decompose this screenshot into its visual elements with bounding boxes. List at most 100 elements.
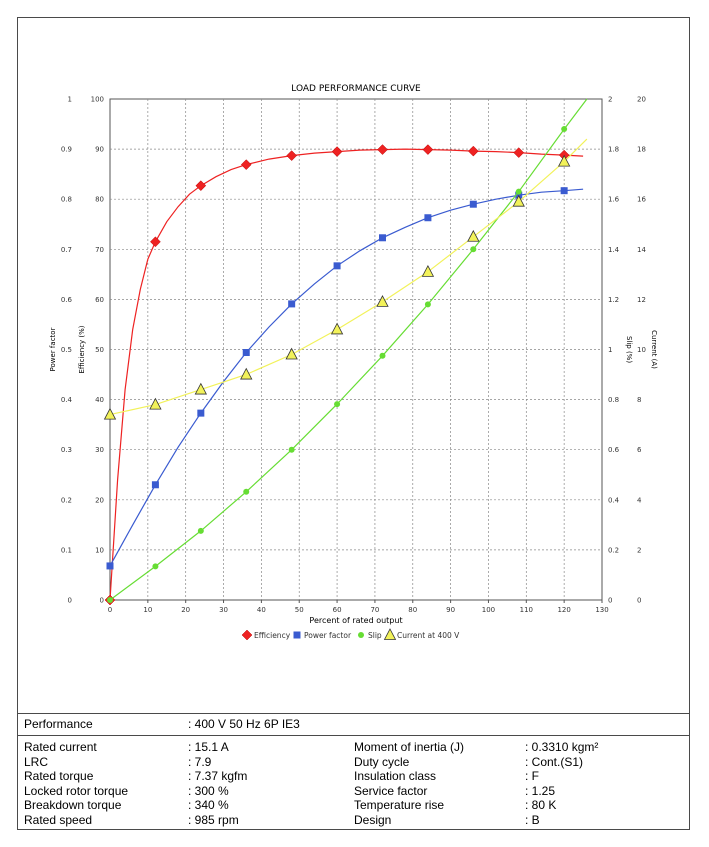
- spec-row: Rated torque : 7.37 kgfm: [24, 769, 344, 784]
- spec-label: Design: [354, 812, 392, 827]
- spec-value: : 80 K: [525, 798, 557, 813]
- slip-tick-label: 1.4: [608, 246, 620, 254]
- chart-title: LOAD PERFORMANCE CURVE: [291, 84, 421, 94]
- power-factor-point: [106, 562, 114, 570]
- spec-label: Duty cycle: [354, 754, 410, 769]
- spec-label: LRC: [24, 754, 49, 769]
- power-factor-tick-label: 1: [68, 96, 72, 104]
- power-factor-point: [288, 300, 296, 308]
- legend-slip-label: Slip: [368, 631, 382, 640]
- performance-value: : 400 V 50 Hz 6P IE3: [188, 717, 300, 731]
- power-factor-point: [560, 187, 568, 195]
- spec-column-right: Moment of inertia (J): 0.3310 kgm² Duty …: [354, 740, 684, 828]
- spec-value: : F: [525, 769, 539, 784]
- spec-value: : 985 rpm: [188, 812, 239, 827]
- current-at-400-v-point: [376, 295, 389, 307]
- spec-value: : 1.25: [525, 783, 556, 798]
- slip-tick-label: 0.6: [608, 446, 620, 454]
- x-tick-label: 110: [520, 606, 533, 614]
- current-tick-label: 18: [637, 146, 646, 154]
- slip-point: [470, 246, 477, 253]
- spec-value: : 15.1 A: [188, 740, 229, 754]
- legend-efficiency-marker: [241, 629, 253, 641]
- slip-point: [334, 401, 341, 408]
- efficiency-tick-label: 40: [95, 396, 104, 404]
- spec-label: Rated current: [24, 740, 97, 754]
- efficiency-tick-label: 90: [95, 146, 104, 154]
- efficiency-tick-label: 30: [95, 446, 104, 454]
- spec-label: Temperature rise: [354, 798, 445, 813]
- spec-label: Rated torque: [24, 769, 94, 784]
- datasheet-frame: [17, 17, 690, 830]
- power-factor-tick-label: 0.2: [61, 496, 72, 504]
- efficiency-point: [286, 150, 298, 161]
- x-tick-label: 30: [219, 606, 228, 614]
- current-at-400-v-point: [421, 264, 435, 277]
- spec-label: Service factor: [354, 783, 428, 798]
- slip-tick-label: 0.4: [608, 496, 620, 504]
- legend-power-factor-marker: [293, 631, 301, 639]
- efficiency-point: [240, 159, 252, 170]
- efficiency-tick-label: 80: [95, 196, 104, 204]
- spec-row: Rated speed : 985 rpm: [24, 813, 344, 828]
- slip-point: [515, 188, 522, 195]
- power-factor-point: [151, 481, 159, 489]
- current-tick-label: 14: [637, 246, 646, 254]
- spec-value: : 300 %: [188, 783, 229, 798]
- performance-row: Performance : 400 V 50 Hz 6P IE3: [17, 713, 690, 736]
- spec-row: Locked rotor torque : 300 %: [24, 784, 344, 799]
- current-at-400-v-curve: [109, 138, 588, 416]
- current-at-400-v-point: [240, 367, 253, 380]
- x-tick-label: 70: [370, 606, 379, 614]
- spec-label: Insulation class: [354, 769, 437, 784]
- slip-axis-title: Slip (%): [625, 336, 633, 363]
- slip-point: [152, 563, 159, 570]
- slip-point: [424, 301, 431, 308]
- power-factor-point: [469, 200, 477, 208]
- efficiency-tick-label: 60: [95, 296, 104, 304]
- spec-value: : 7.9: [188, 754, 212, 769]
- slip-point: [288, 446, 295, 453]
- efficiency-point: [422, 144, 434, 155]
- efficiency-curve: [109, 148, 584, 601]
- spec-row: Insulation class : F: [354, 769, 684, 784]
- current-tick-label: 12: [637, 296, 646, 304]
- current-tick-label: 16: [637, 196, 646, 204]
- spec-label: Locked rotor torque: [24, 783, 129, 798]
- x-axis-title: Percent of rated output: [309, 616, 402, 625]
- x-tick-label: 20: [181, 606, 190, 614]
- power-factor-tick-label: 0: [68, 597, 72, 605]
- current-at-400-v-point: [149, 397, 162, 410]
- slip-tick-label: 1.8: [608, 146, 619, 154]
- motor-info-table: Performance : 400 V 50 Hz 6P IE3 Rated c…: [17, 713, 690, 832]
- spec-row: Rated current : 15.1 A: [24, 740, 344, 755]
- power-factor-tick-label: 0.5: [61, 346, 72, 354]
- spec-value: : 7.37 kgfm: [188, 769, 248, 784]
- power-factor-tick-label: 0.3: [61, 446, 72, 454]
- spec-row: Breakdown torque: 340 %: [24, 798, 344, 813]
- spec-label: Rated speed: [24, 812, 93, 827]
- power-factor-tick-label: 0.8: [61, 196, 72, 204]
- slip-tick-label: 0.2: [608, 546, 619, 554]
- slip-point: [197, 527, 204, 534]
- spec-row: Service factor : 1.25: [354, 784, 684, 799]
- legend-power-factor-label: Power factor: [304, 631, 352, 640]
- spec-row: Design: B: [354, 813, 684, 828]
- current-tick-label: 0: [637, 597, 641, 605]
- current-at-400-v-point: [330, 322, 344, 335]
- slip-tick-label: 1.6: [608, 196, 620, 204]
- current-at-400-v-point: [467, 229, 480, 242]
- x-tick-label: 80: [408, 606, 417, 614]
- x-tick-label: 50: [295, 606, 304, 614]
- power-factor-point: [378, 234, 386, 242]
- efficiency-tick-label: 50: [95, 346, 104, 354]
- spec-value: : 340 %: [188, 798, 229, 813]
- slip-curve: [109, 98, 588, 601]
- slip-point: [107, 597, 113, 603]
- efficiency-point: [513, 147, 525, 158]
- power-factor-tick-label: 0.4: [61, 396, 73, 404]
- x-tick-label: 120: [557, 606, 570, 614]
- current-at-400-v-point: [512, 194, 525, 207]
- efficiency-point: [195, 180, 207, 192]
